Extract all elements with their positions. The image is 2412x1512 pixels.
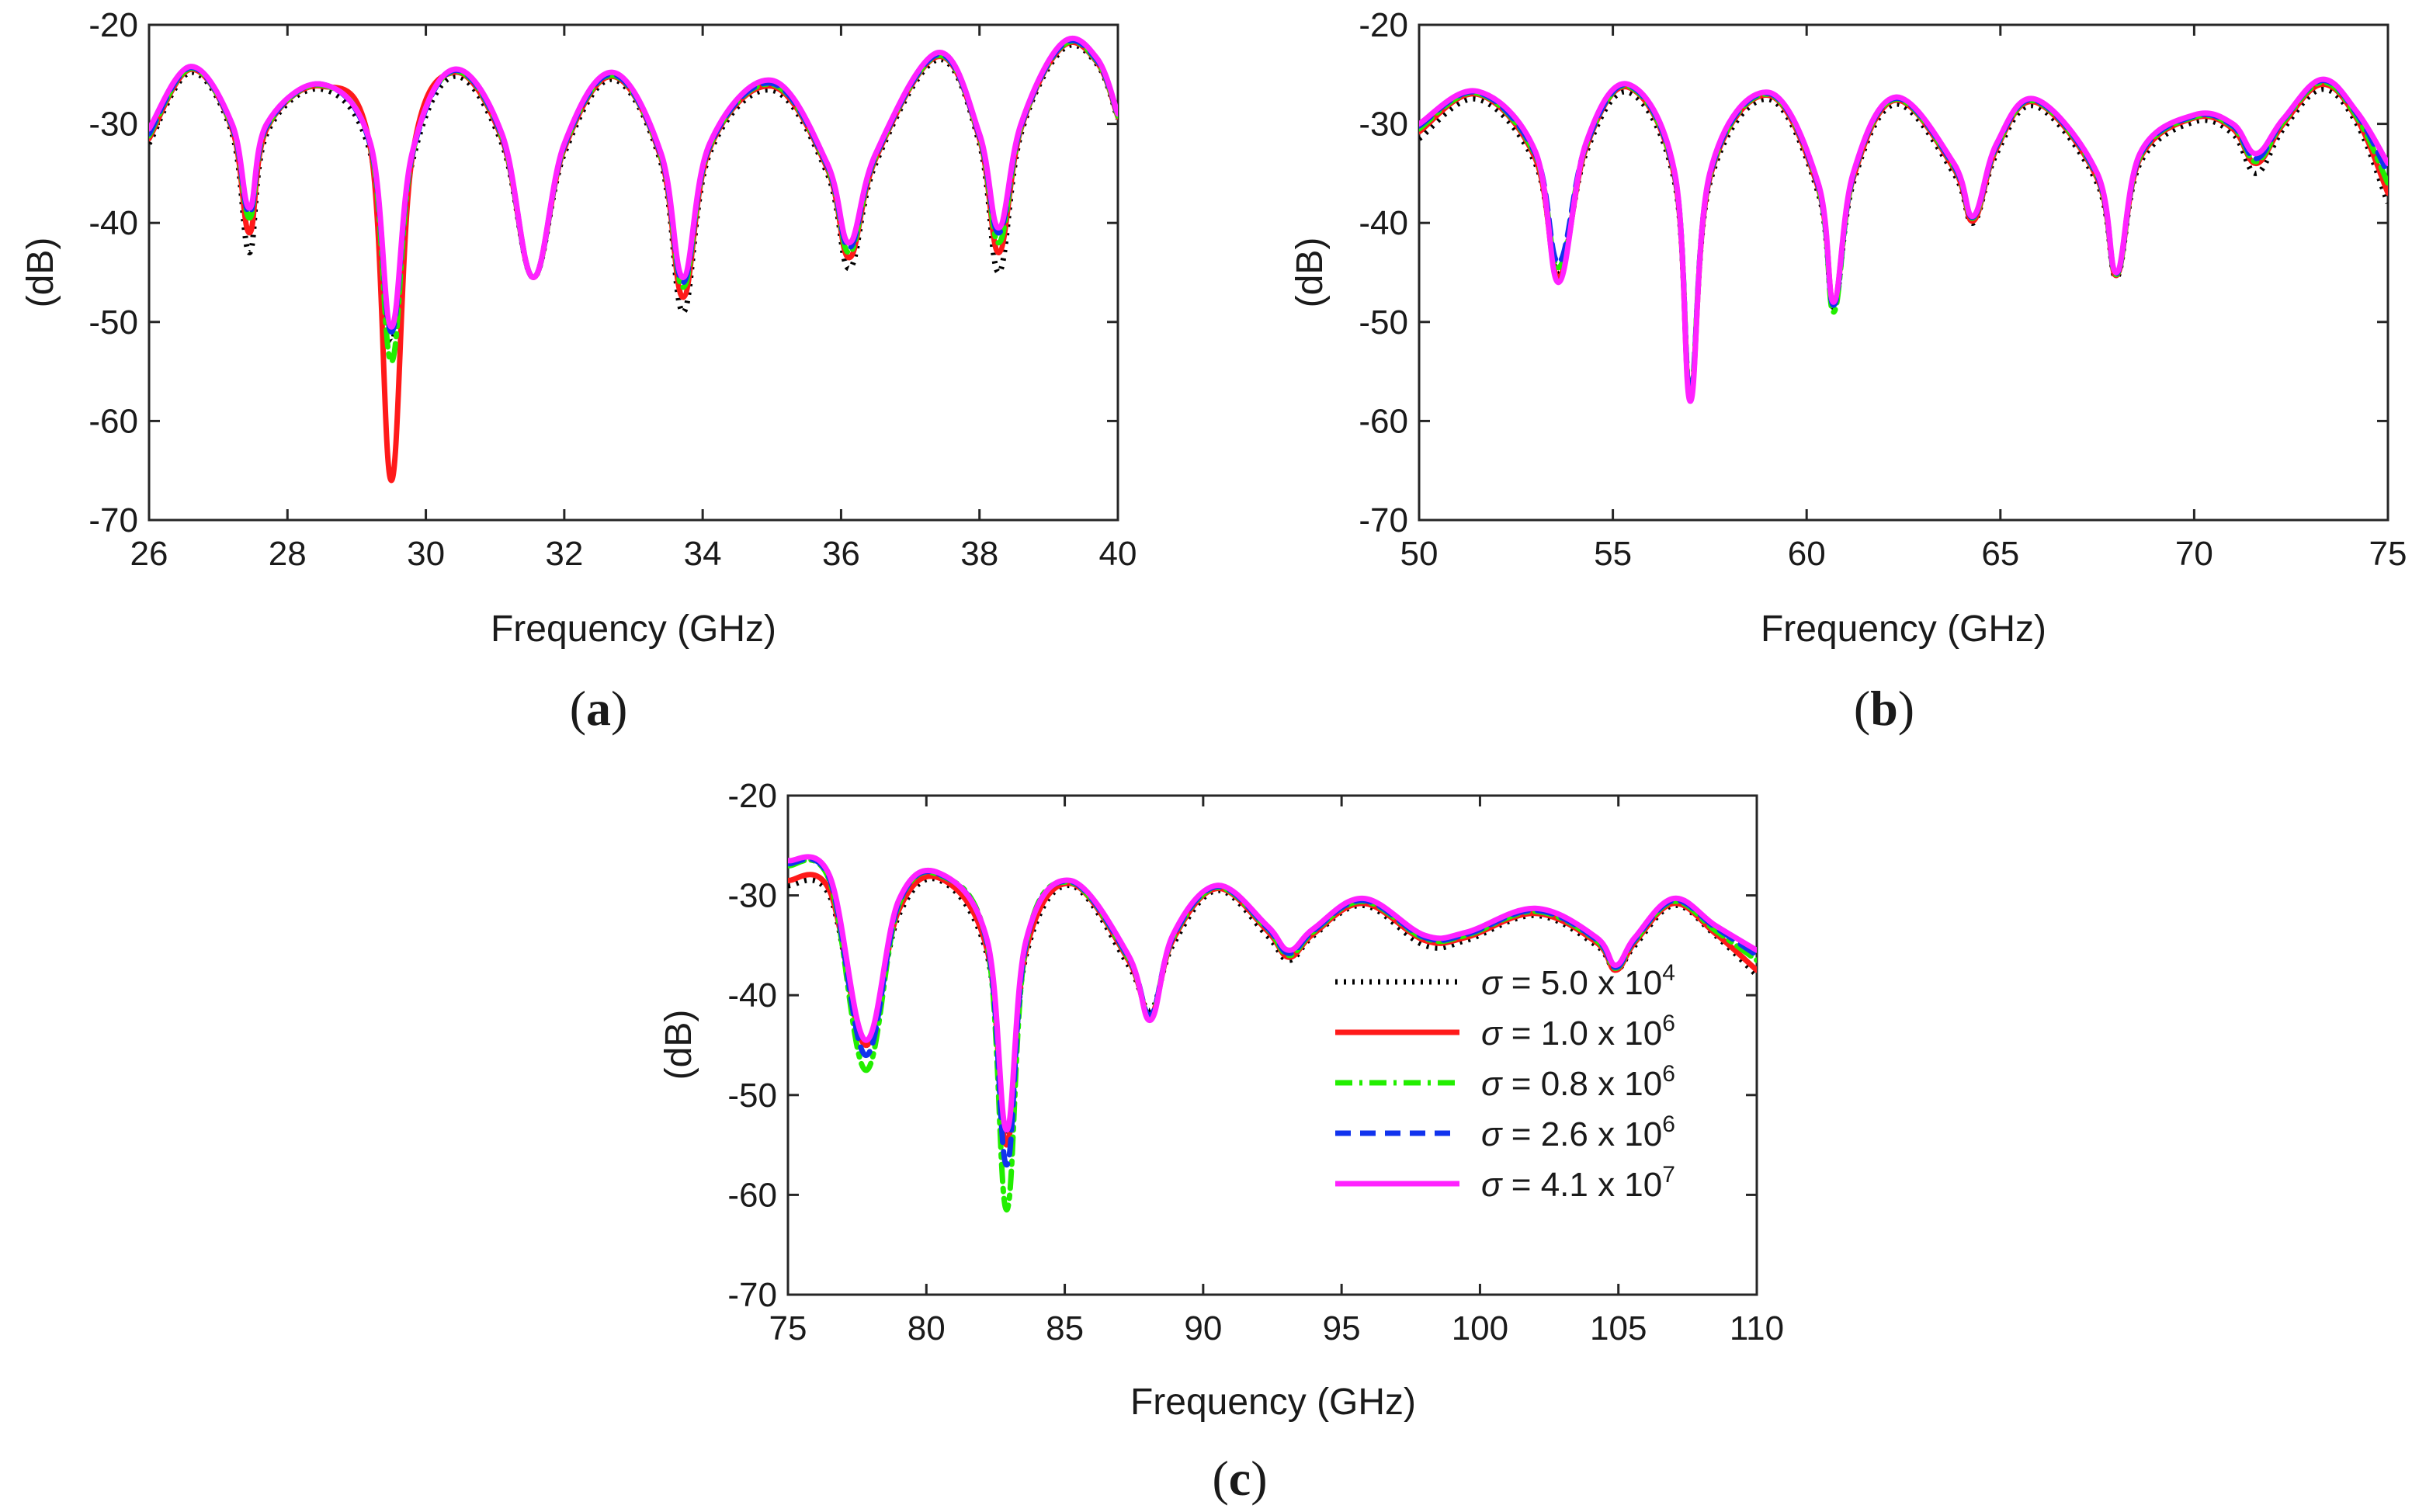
legend-entry-label: σ = 1.0 x 106 [1481, 1011, 1675, 1053]
y-tick-label-a: -30 [88, 106, 138, 144]
legend-entry-label: σ = 0.8 x 106 [1481, 1061, 1675, 1103]
y-tick-label-b: -20 [1359, 6, 1408, 44]
y-ticks-a: -70 -60 -50 -40 -30 -20 [88, 6, 1118, 539]
x-tick-label-a: 36 [822, 535, 860, 573]
x-tick-label-a: 30 [407, 535, 445, 573]
x-axis-label-b: Frequency (GHz) [1761, 609, 2046, 650]
legend-entry-label: σ = 4.1 x 107 [1481, 1162, 1675, 1204]
x-tick-label-a: 28 [269, 535, 307, 573]
y-tick-label-c: -40 [727, 976, 777, 1014]
panel-b: -70 -60 -50 -40 -30 -20 50 55 60 65 70 75 Frequenc… [1289, 6, 2407, 736]
panel-c: -70 -60 -50 -40 -30 -20 75 80 85 90 95 100 105 110 σ… [658, 777, 1784, 1506]
x-tick-label-a: 38 [960, 535, 998, 573]
x-ticks-c: 75 80 85 90 95 100 105 110 [769, 796, 1784, 1347]
x-tick-label-c: 95 [1323, 1309, 1361, 1347]
y-tick-label-c: -50 [727, 1077, 777, 1115]
y-ticks-c: -70 -60 -50 -40 -30 -20 [727, 777, 1757, 1314]
y-tick-label-c: -30 [727, 877, 777, 915]
x-ticks-a: 26 28 30 32 34 36 38 40 [130, 25, 1137, 573]
plot-area-b [1418, 23, 2389, 522]
y-tick-label-c: -70 [727, 1276, 777, 1314]
x-tick-label-c: 90 [1184, 1309, 1222, 1347]
x-tick-label-c: 75 [769, 1309, 807, 1347]
x-ticks-b: 50 55 60 65 70 75 [1400, 25, 2407, 573]
series-line-c-5 [788, 854, 1757, 1133]
x-tick-label-c: 100 [1452, 1309, 1508, 1347]
series-line-a-5 [149, 36, 1118, 330]
legend-entry-label: σ = 5.0 x 104 [1481, 960, 1675, 1002]
x-tick-label-a: 32 [545, 535, 583, 573]
x-axis-label-c: Frequency (GHz) [1130, 1382, 1416, 1423]
x-tick-label-b: 60 [1788, 535, 1826, 573]
series-a [149, 36, 1118, 484]
x-tick-label-b: 65 [1981, 535, 2019, 573]
y-tick-label-b: -40 [1359, 204, 1408, 242]
y-tick-label-b: -30 [1359, 106, 1408, 144]
series-line-b-5 [1419, 76, 2388, 404]
x-tick-label-a: 26 [130, 535, 168, 573]
y-tick-label-a: -60 [88, 402, 138, 440]
plot-area-a [147, 23, 1119, 522]
panel-a: -70 -60 -50 -40 -30 -20 26 28 30 32 34 36 38 40 Freq… [20, 6, 1137, 736]
panel-label-a: (a) [570, 681, 628, 736]
y-tick-label-b: -70 [1359, 501, 1408, 539]
x-tick-label-c: 85 [1046, 1309, 1084, 1347]
x-tick-label-b: 55 [1594, 535, 1632, 573]
x-tick-label-b: 75 [2369, 535, 2407, 573]
legend: σ = 5.0 x 104 σ = 1.0 x 106 σ = 0.8 x 106 σ… [1335, 960, 1675, 1204]
y-tick-label-c: -60 [727, 1176, 777, 1214]
y-axis-label-b: (dB) [1289, 238, 1331, 308]
y-axis-label-a: (dB) [20, 238, 61, 308]
x-tick-label-b: 50 [1400, 535, 1439, 573]
y-ticks-b: -70 -60 -50 -40 -30 -20 [1359, 6, 2388, 539]
y-tick-label-a: -50 [88, 303, 138, 342]
x-tick-label-c: 110 [1730, 1309, 1784, 1347]
y-tick-label-a: -70 [88, 501, 138, 539]
y-tick-label-b: -50 [1359, 303, 1408, 342]
y-axis-label-c: (dB) [658, 1010, 699, 1080]
y-tick-label-c: -20 [727, 777, 777, 815]
x-axis-label-a: Frequency (GHz) [491, 609, 776, 650]
y-tick-label-b: -60 [1359, 402, 1408, 440]
y-tick-label-a: -20 [88, 6, 138, 44]
panel-label-b: (b) [1854, 681, 1914, 736]
x-tick-label-a: 40 [1099, 535, 1137, 573]
x-tick-label-b: 70 [2175, 535, 2213, 573]
y-tick-label-a: -40 [88, 204, 138, 242]
panel-label-c: (c) [1212, 1451, 1267, 1506]
legend-entry-label: σ = 2.6 x 106 [1481, 1111, 1675, 1153]
series-c [788, 854, 1757, 1213]
series-b [1419, 76, 2388, 404]
x-tick-label-c: 105 [1590, 1309, 1647, 1347]
x-tick-label-c: 80 [908, 1309, 946, 1347]
x-tick-label-a: 34 [684, 535, 722, 573]
